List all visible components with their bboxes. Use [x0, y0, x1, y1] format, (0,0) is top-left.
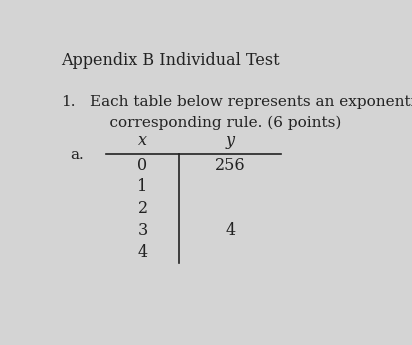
Text: a.: a. [71, 148, 84, 162]
Text: 0: 0 [138, 157, 147, 174]
Text: 4: 4 [225, 222, 235, 239]
Text: 2: 2 [138, 200, 147, 217]
Text: x: x [138, 132, 147, 149]
Text: 1: 1 [137, 178, 147, 196]
Text: Appendix B Individual Test: Appendix B Individual Test [61, 52, 280, 69]
Text: 256: 256 [215, 157, 246, 174]
Text: 3: 3 [137, 222, 147, 239]
Text: 4: 4 [138, 244, 147, 261]
Text: y: y [226, 132, 235, 149]
Text: 1.: 1. [61, 95, 75, 109]
Text: Each table below represents an exponential
    corresponding rule. (6 points): Each table below represents an exponenti… [90, 95, 412, 130]
